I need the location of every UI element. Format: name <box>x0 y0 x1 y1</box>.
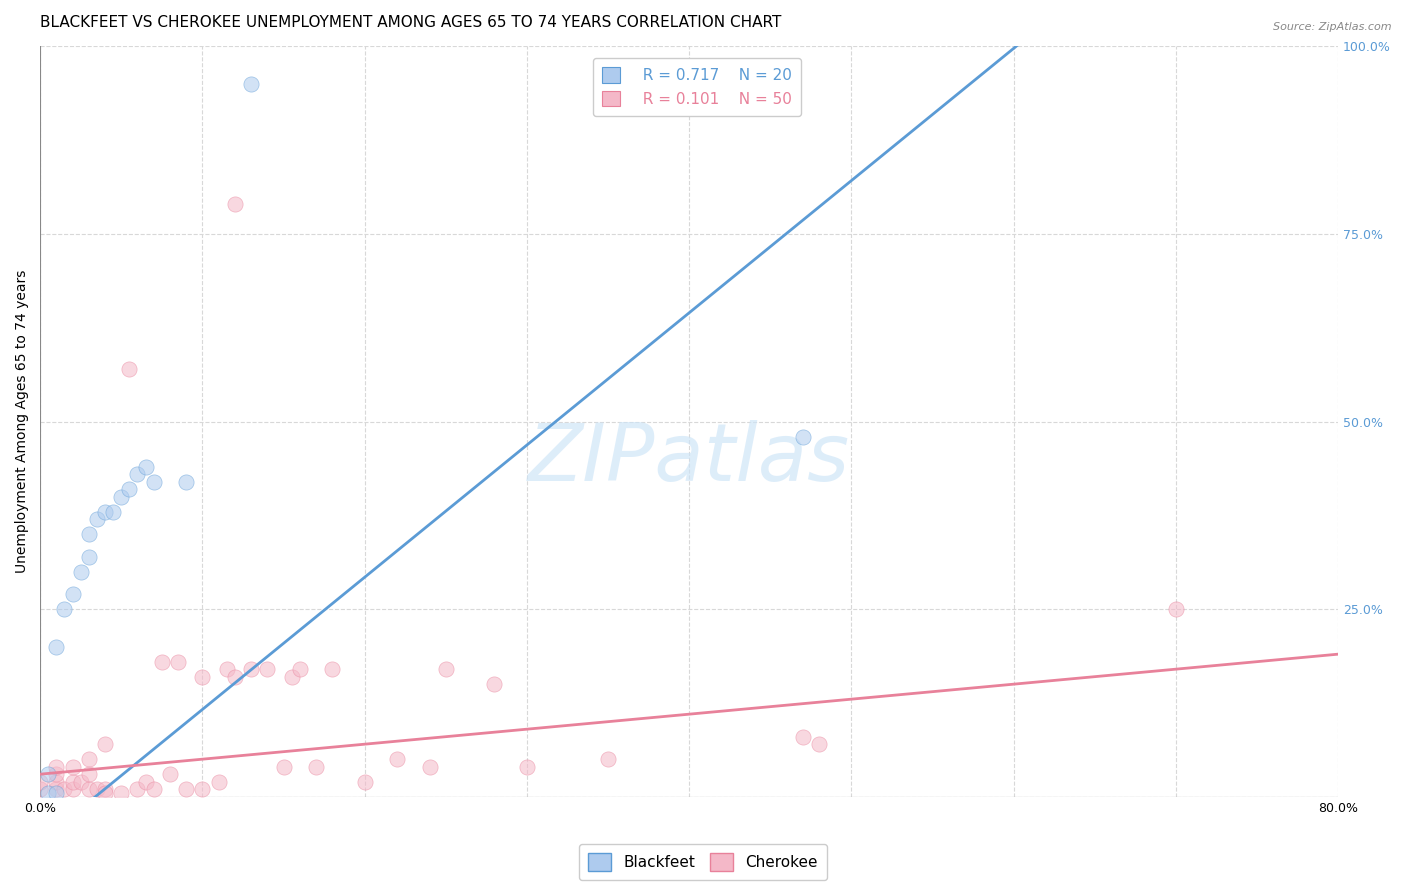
Point <box>142 782 165 797</box>
Point <box>305 760 328 774</box>
Legend:   R = 0.717    N = 20,   R = 0.101    N = 50: R = 0.717 N = 20, R = 0.101 N = 50 <box>593 58 801 116</box>
Point <box>45 774 67 789</box>
Point <box>45 786 67 800</box>
Y-axis label: Unemployment Among Ages 65 to 74 years: Unemployment Among Ages 65 to 74 years <box>15 270 30 574</box>
Point <box>118 482 141 496</box>
Point <box>135 459 157 474</box>
Point <box>77 527 100 541</box>
Point <box>159 767 181 781</box>
Point <box>45 782 67 797</box>
Point <box>596 752 619 766</box>
Point <box>69 774 91 789</box>
Point <box>94 737 117 751</box>
Point <box>77 782 100 797</box>
Point <box>127 467 149 481</box>
Point <box>62 782 84 797</box>
Point <box>353 774 375 789</box>
Point <box>110 490 132 504</box>
Point <box>174 475 197 489</box>
Point <box>94 786 117 800</box>
Point <box>191 670 214 684</box>
Point <box>77 752 100 766</box>
Point <box>53 782 76 797</box>
Point <box>45 767 67 781</box>
Point <box>94 505 117 519</box>
Point <box>256 662 278 676</box>
Point <box>207 774 229 789</box>
Point <box>280 670 302 684</box>
Point <box>224 670 246 684</box>
Point <box>419 760 441 774</box>
Point <box>101 505 124 519</box>
Point <box>288 662 311 676</box>
Point <box>434 662 457 676</box>
Point <box>77 767 100 781</box>
Text: ZIPatlas: ZIPatlas <box>529 420 851 498</box>
Point <box>62 774 84 789</box>
Text: Source: ZipAtlas.com: Source: ZipAtlas.com <box>1274 22 1392 32</box>
Point <box>150 655 173 669</box>
Point <box>69 565 91 579</box>
Point <box>385 752 408 766</box>
Point <box>77 549 100 564</box>
Point <box>792 730 814 744</box>
Point <box>808 737 831 751</box>
Point <box>224 197 246 211</box>
Point <box>792 429 814 443</box>
Point <box>30 782 52 797</box>
Point <box>321 662 343 676</box>
Point <box>86 782 108 797</box>
Point <box>37 786 59 800</box>
Point <box>1164 602 1187 616</box>
Text: BLACKFEET VS CHEROKEE UNEMPLOYMENT AMONG AGES 65 TO 74 YEARS CORRELATION CHART: BLACKFEET VS CHEROKEE UNEMPLOYMENT AMONG… <box>41 15 782 30</box>
Point <box>86 512 108 526</box>
Point <box>94 782 117 797</box>
Legend: Blackfeet, Cherokee: Blackfeet, Cherokee <box>579 844 827 880</box>
Point <box>127 782 149 797</box>
Point <box>30 774 52 789</box>
Point <box>62 587 84 601</box>
Point <box>142 475 165 489</box>
Point <box>240 77 263 91</box>
Point <box>118 362 141 376</box>
Point <box>516 760 538 774</box>
Point <box>37 767 59 781</box>
Point <box>484 677 506 691</box>
Point <box>110 786 132 800</box>
Point <box>62 760 84 774</box>
Point <box>174 782 197 797</box>
Point <box>53 602 76 616</box>
Point <box>215 662 238 676</box>
Point <box>45 640 67 654</box>
Point <box>240 662 263 676</box>
Point <box>135 774 157 789</box>
Point <box>191 782 214 797</box>
Point <box>167 655 190 669</box>
Point <box>273 760 295 774</box>
Point <box>45 760 67 774</box>
